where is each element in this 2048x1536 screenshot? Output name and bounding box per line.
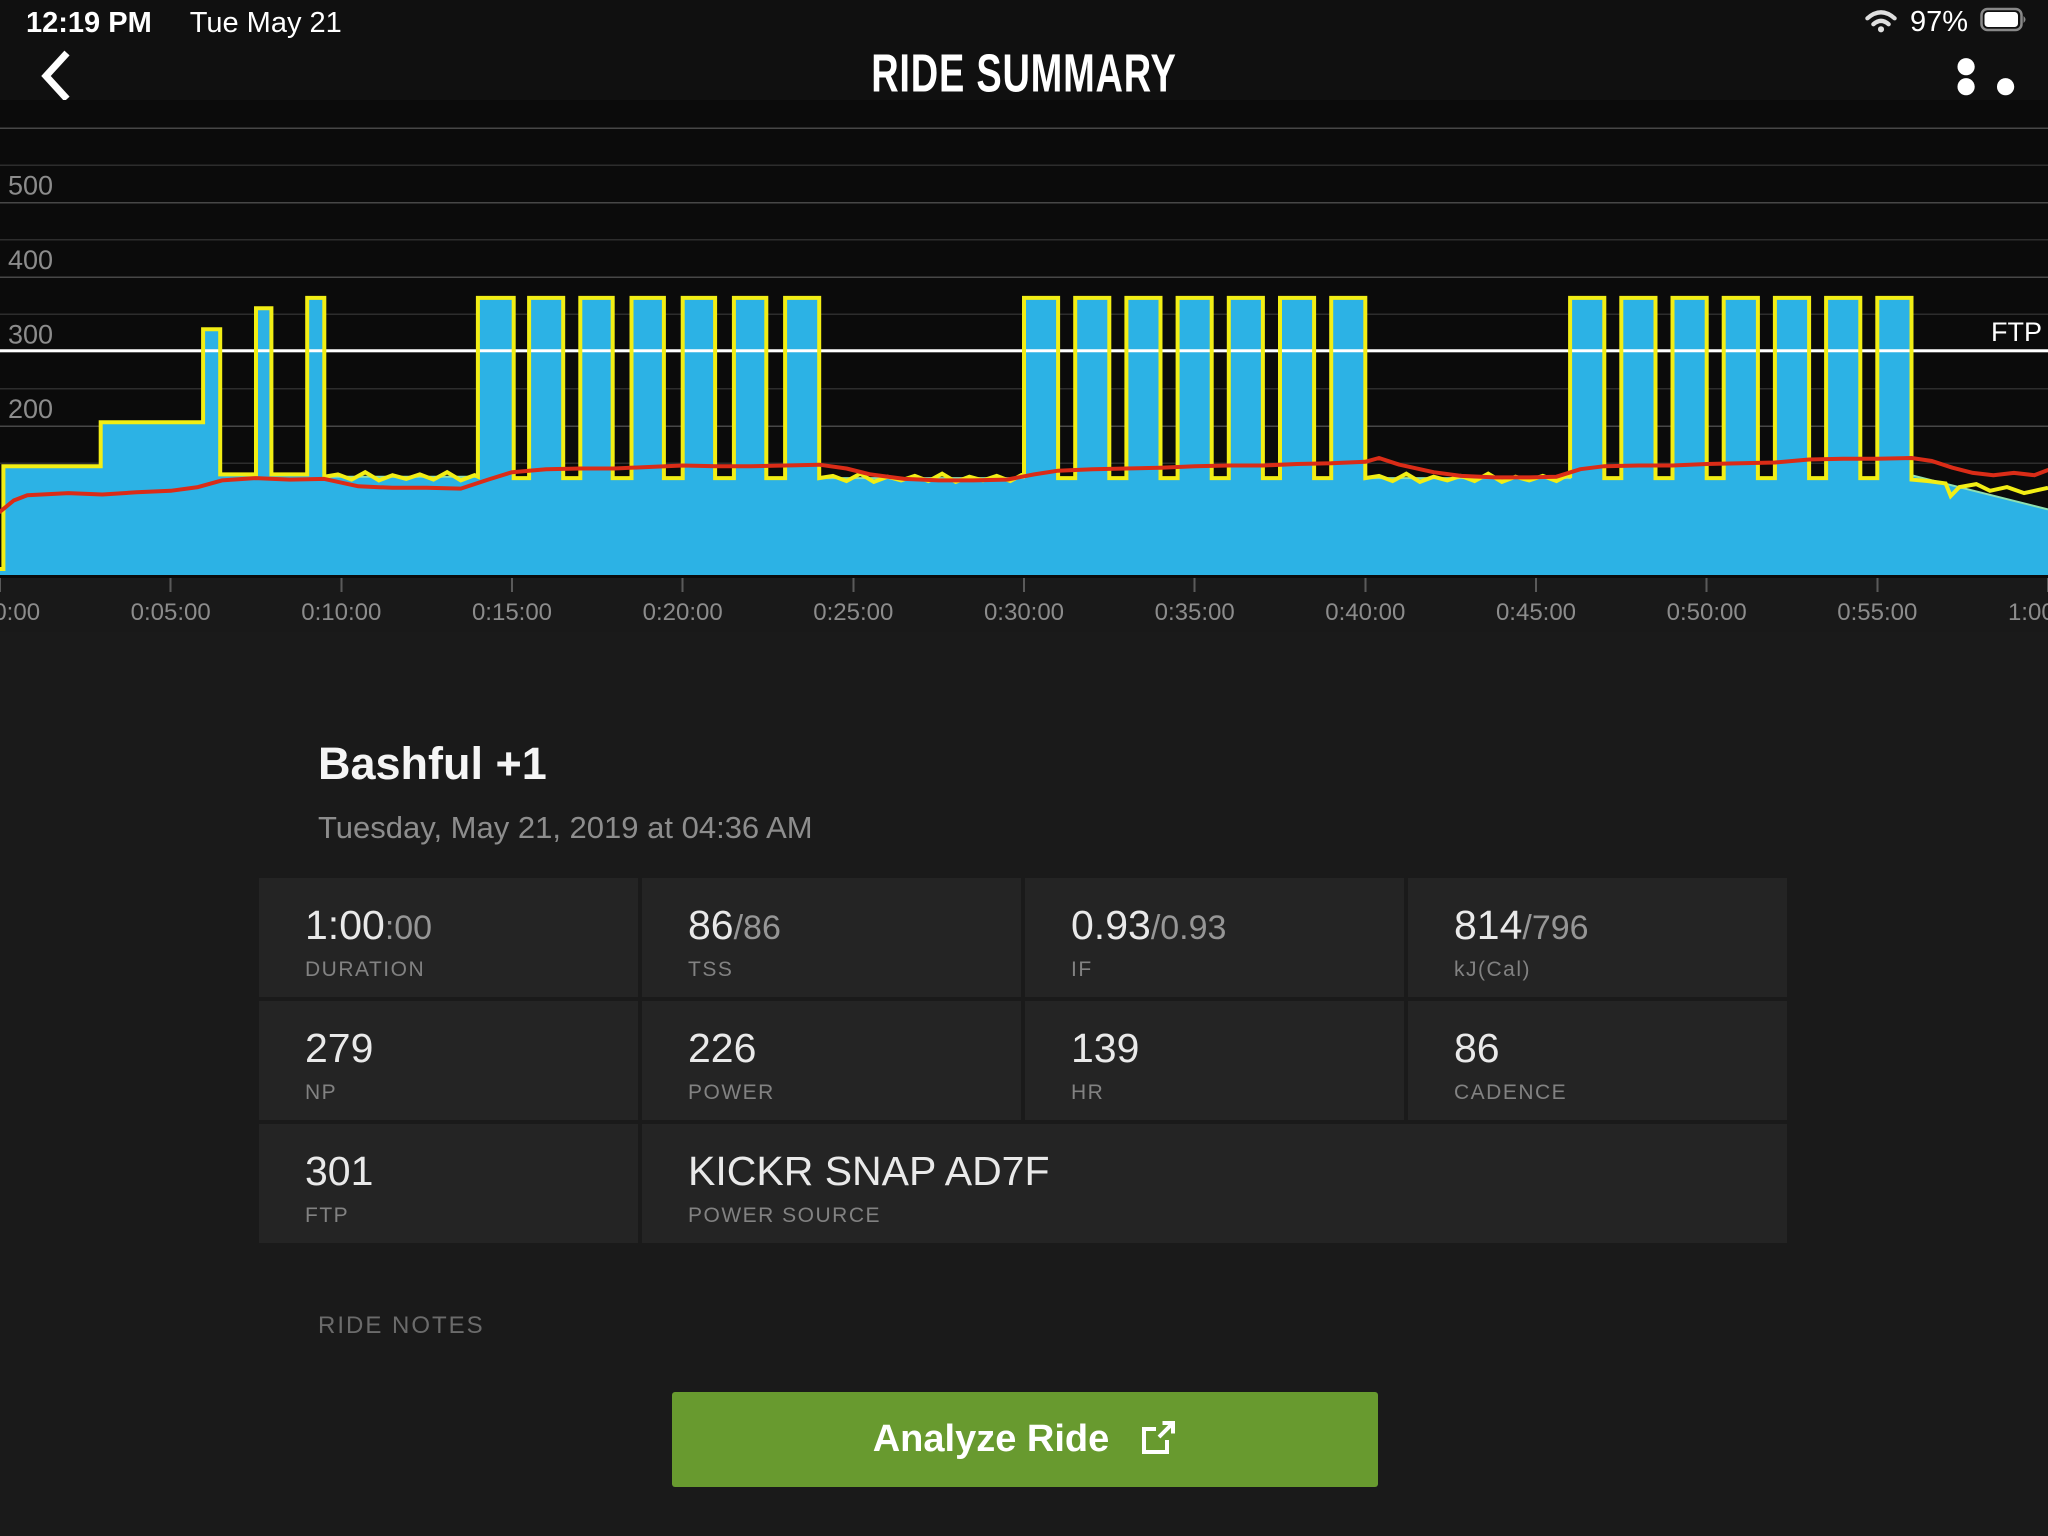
stat-label: POWER <box>688 1081 775 1104</box>
battery-percent: 97% <box>1909 6 1968 38</box>
x-axis-label: 1:00:00 <box>2008 599 2048 626</box>
battery-icon <box>1980 7 2028 38</box>
stat-cell-duration: 1:00:00 DURATION <box>259 878 638 997</box>
heart-rate-line <box>0 456 2048 514</box>
stat-value: 226 <box>688 1025 757 1071</box>
stat-secondary-value: /796 <box>1522 909 1589 947</box>
y-axis-label: 200 <box>8 394 53 424</box>
x-axis-label: 0:20:00 <box>643 599 723 626</box>
stat-value: 0.93 <box>1071 902 1151 948</box>
x-axis-label: 0:10:00 <box>301 599 381 626</box>
top-dark-region: 12:19 PM Tue May 21 97% <box>0 0 2048 632</box>
x-axis-label: 0:55:00 <box>1837 599 1917 626</box>
analyze-ride-label: Analyze Ride <box>872 1418 1110 1460</box>
stat-label: CADENCE <box>1454 1081 1568 1104</box>
power-chart: 200 300 400 500 FTP 0:00:00 0:05:00 0:10:00 0:15… <box>0 100 2048 632</box>
external-link-icon <box>1139 1419 1177 1460</box>
stat-label: TSS <box>688 958 734 981</box>
ftp-label: FTP <box>1991 317 2042 347</box>
stat-value: 279 <box>305 1025 374 1071</box>
x-axis-label: 0:50:00 <box>1667 599 1747 626</box>
stat-value: 86 <box>688 902 734 948</box>
stats-grid: 1:00:00 DURATION 86/86 TSS 0.93/0.93 IF 814/79… <box>259 878 1787 1243</box>
stat-label: DURATION <box>305 958 426 981</box>
power-chart-svg: 200 300 400 500 FTP 0:00:00 0:05:00 0:10:00 0:15… <box>0 100 2048 632</box>
ride-details-section: Bashful +1 Tuesday, May 21, 2019 at 04:3… <box>0 632 2048 1536</box>
stat-cell-ftp: 301 FTP <box>259 1124 638 1243</box>
stat-cell-kj-cal-: 814/796 kJ(Cal) <box>1408 878 1787 997</box>
x-axis-label: 0:05:00 <box>131 599 211 626</box>
stat-cell-power-source: KICKR SNAP AD7F POWER SOURCE <box>642 1124 1787 1243</box>
target-power-line <box>0 295 2048 571</box>
x-axis-label: 0:15:00 <box>472 599 552 626</box>
x-axis-label: 0:35:00 <box>1155 599 1235 626</box>
stat-label: HR <box>1071 1081 1105 1104</box>
analyze-ride-button[interactable]: Analyze Ride <box>672 1392 1378 1487</box>
stat-label: FTP <box>305 1204 350 1227</box>
status-right: 97% <box>1864 6 2028 39</box>
y-axis-label: 400 <box>8 245 53 275</box>
stat-value: 301 <box>305 1148 374 1194</box>
status-left: 12:19 PM Tue May 21 <box>26 7 342 40</box>
x-axis-label: 0:25:00 <box>813 599 893 626</box>
stat-cell-tss: 86/86 TSS <box>642 878 1021 997</box>
back-chevron-icon <box>41 50 70 102</box>
stat-label: IF <box>1071 958 1093 981</box>
wifi-icon <box>1864 7 1898 38</box>
y-axis-label: 300 <box>8 320 53 350</box>
stat-cell-power: 226 POWER <box>642 1001 1021 1120</box>
stat-value: 814 <box>1454 902 1523 948</box>
stat-value: 1:00 <box>305 902 385 948</box>
x-axis-label: 0:30:00 <box>984 599 1064 626</box>
ride-datetime: Tuesday, May 21, 2019 at 04:36 AM <box>318 810 813 845</box>
stat-secondary-value: /0.93 <box>1150 909 1227 947</box>
y-axis-label: 500 <box>8 171 53 201</box>
x-axis-label: 0:40:00 <box>1325 599 1405 626</box>
stat-value: KICKR SNAP AD7F <box>688 1148 1050 1194</box>
stat-value: 86 <box>1454 1025 1500 1071</box>
stat-cell-np: 279 NP <box>259 1001 638 1120</box>
stat-value: 139 <box>1071 1025 1140 1071</box>
more-options-button[interactable]: ● ● ● <box>1954 43 2024 107</box>
stat-cell-cadence: 86 CADENCE <box>1408 1001 1787 1120</box>
ride-title: Bashful +1 <box>318 738 547 789</box>
x-axis-label: 0:45:00 <box>1496 599 1576 626</box>
status-bar: 12:19 PM Tue May 21 97% <box>0 0 2048 42</box>
x-axis-label: 0:00:00 <box>0 599 40 626</box>
stat-cell-if: 0.93/0.93 IF <box>1025 878 1404 997</box>
stat-label: POWER SOURCE <box>688 1204 882 1227</box>
stat-label: NP <box>305 1081 338 1104</box>
status-time: 12:19 PM <box>26 7 152 39</box>
stat-cell-hr: 139 HR <box>1025 1001 1404 1120</box>
stat-secondary-value: /86 <box>733 909 781 947</box>
header: RIDE SUMMARY ● ● ● <box>0 42 2048 107</box>
ellipsis-icon: ● ● ● <box>1954 43 2024 107</box>
stat-secondary-value: :00 <box>384 909 433 947</box>
stat-label: kJ(Cal) <box>1454 958 1531 981</box>
page-title: RIDE SUMMARY <box>871 42 1177 104</box>
status-date: Tue May 21 <box>189 7 342 39</box>
back-button[interactable] <box>28 48 84 104</box>
ride-notes-label: RIDE NOTES <box>318 1312 485 1339</box>
